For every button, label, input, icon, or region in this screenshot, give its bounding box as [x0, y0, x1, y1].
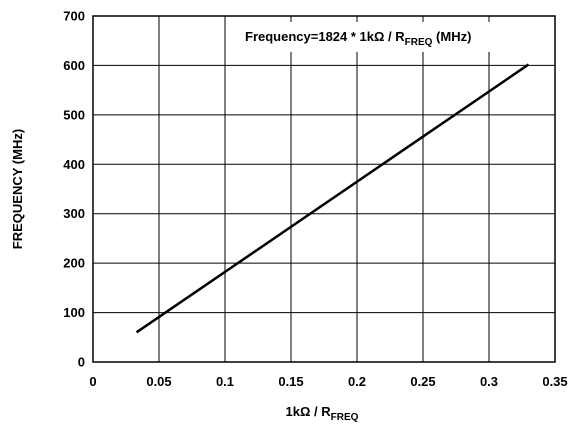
x-tick-label: 0.35 — [542, 374, 567, 389]
x-axis-label-main: 1kΩ / R — [286, 404, 332, 419]
y-tick-label: 400 — [63, 157, 85, 172]
y-tick-label: 500 — [63, 107, 85, 122]
x-tick-labels: 0 0.05 0.1 0.15 0.2 0.25 0.3 0.35 — [89, 374, 567, 389]
plot-frame — [92, 15, 556, 363]
annotation-main: Frequency=1824 * 1kΩ / R — [245, 29, 405, 44]
y-tick-label: 100 — [63, 305, 85, 320]
series-line — [135, 63, 530, 334]
y-tick-labels: 0 100 200 300 400 500 600 700 — [63, 9, 85, 370]
x-tick-label: 0.3 — [480, 374, 498, 389]
x-tick-label: 0.1 — [216, 374, 234, 389]
grid-lines — [93, 16, 555, 362]
y-tick-label: 0 — [78, 355, 85, 370]
x-tick-label: 0.2 — [348, 374, 366, 389]
x-axis-label-sub: FREQ — [331, 412, 359, 423]
annotation-tail: (MHz) — [432, 29, 471, 44]
y-tick-label: 600 — [63, 58, 85, 73]
y-axis-label: FREQUENCY (MHz) — [10, 129, 25, 249]
y-tick-label: 200 — [63, 256, 85, 271]
x-axis-label: 1kΩ / RFREQ — [286, 404, 359, 423]
x-tick-label: 0 — [89, 374, 96, 389]
y-tick-label: 700 — [63, 9, 85, 24]
series-lines — [135, 63, 530, 334]
annotation-sub: FREQ — [405, 37, 433, 48]
x-tick-label: 0.05 — [146, 374, 171, 389]
x-tick-label: 0.15 — [278, 374, 303, 389]
annotation-box — [228, 22, 551, 52]
y-tick-label: 300 — [63, 206, 85, 221]
annotation-formula: Frequency=1824 * 1kΩ / RFREQ (MHz) — [245, 29, 471, 48]
x-tick-label: 0.25 — [410, 374, 435, 389]
